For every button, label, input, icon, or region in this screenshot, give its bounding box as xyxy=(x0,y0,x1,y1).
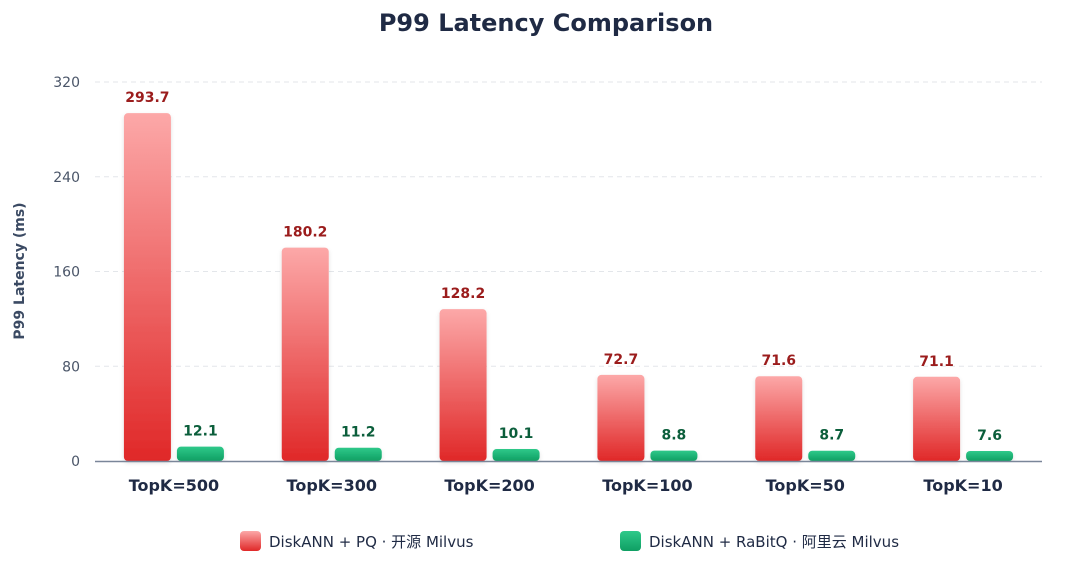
y-tick-label: 160 xyxy=(53,265,80,281)
data-label-rabitq: 12.1 xyxy=(183,424,218,440)
y-tick-label: 0 xyxy=(71,454,80,470)
bars xyxy=(123,113,1014,462)
x-axis-ticks: TopK=500 TopK=300 TopK=200 TopK=100 TopK=50 T… xyxy=(129,476,1003,495)
y-tick-label: 80 xyxy=(62,359,80,375)
legend-swatch-rabitq xyxy=(620,531,641,551)
data-label-rabitq: 8.8 xyxy=(662,428,687,444)
legend: DiskANN + PQ · 开源 Milvus DiskANN + RaBitQ… xyxy=(240,531,899,551)
chart-title: P99 Latency Comparison xyxy=(379,9,713,37)
data-labels: 293.7 12.1 180.2 11.2 128.2 10.1 72.7 8.8 71.6 8.… xyxy=(125,90,1002,444)
data-label-rabitq: 11.2 xyxy=(341,425,376,441)
data-label-pq: 71.6 xyxy=(761,353,796,369)
data-label-rabitq: 7.6 xyxy=(977,428,1002,444)
bar-rabitq-topk-200 xyxy=(492,449,540,461)
x-tick-label: TopK=500 xyxy=(129,476,219,495)
x-tick-label: TopK=300 xyxy=(287,476,377,495)
x-tick-label: TopK=100 xyxy=(602,476,692,495)
bar-rabitq-topk-100 xyxy=(650,450,698,461)
bar-rabitq-topk-10 xyxy=(966,451,1014,461)
data-label-pq: 71.1 xyxy=(919,354,954,370)
bar-pq-topk-300 xyxy=(281,247,329,461)
bar-pq-topk-500 xyxy=(123,113,171,462)
data-label-pq: 128.2 xyxy=(441,286,485,302)
gridlines xyxy=(95,81,1042,367)
bar-pq-topk-200 xyxy=(439,309,487,461)
bar-pq-topk-10 xyxy=(913,376,961,461)
data-label-pq: 180.2 xyxy=(283,225,327,241)
data-label-rabitq: 8.7 xyxy=(819,428,844,444)
data-label-rabitq: 10.1 xyxy=(499,426,534,442)
data-label-pq: 293.7 xyxy=(125,90,169,106)
legend-label-rabitq: DiskANN + RaBitQ · 阿里云 Milvus xyxy=(649,533,899,551)
bar-pq-topk-100 xyxy=(597,374,645,461)
x-tick-label: TopK=200 xyxy=(444,476,534,495)
x-tick-label: TopK=50 xyxy=(766,476,845,495)
legend-item-rabitq: DiskANN + RaBitQ · 阿里云 Milvus xyxy=(620,531,899,551)
y-axis-label: P99 Latency (ms) xyxy=(12,202,28,339)
legend-item-pq: DiskANN + PQ · 开源 Milvus xyxy=(240,531,474,551)
y-axis-ticks: 0 80 160 240 320 xyxy=(53,75,80,470)
legend-label-pq: DiskANN + PQ · 开源 Milvus xyxy=(269,533,474,551)
y-tick-label: 320 xyxy=(53,75,80,91)
legend-swatch-pq xyxy=(240,531,261,551)
x-tick-label: TopK=10 xyxy=(923,476,1002,495)
bar-rabitq-topk-500 xyxy=(176,446,224,461)
bar-rabitq-topk-300 xyxy=(334,447,382,461)
data-label-pq: 72.7 xyxy=(604,352,639,368)
bar-pq-topk-50 xyxy=(755,376,803,461)
bar-rabitq-topk-50 xyxy=(808,450,856,461)
y-tick-label: 240 xyxy=(53,170,80,186)
